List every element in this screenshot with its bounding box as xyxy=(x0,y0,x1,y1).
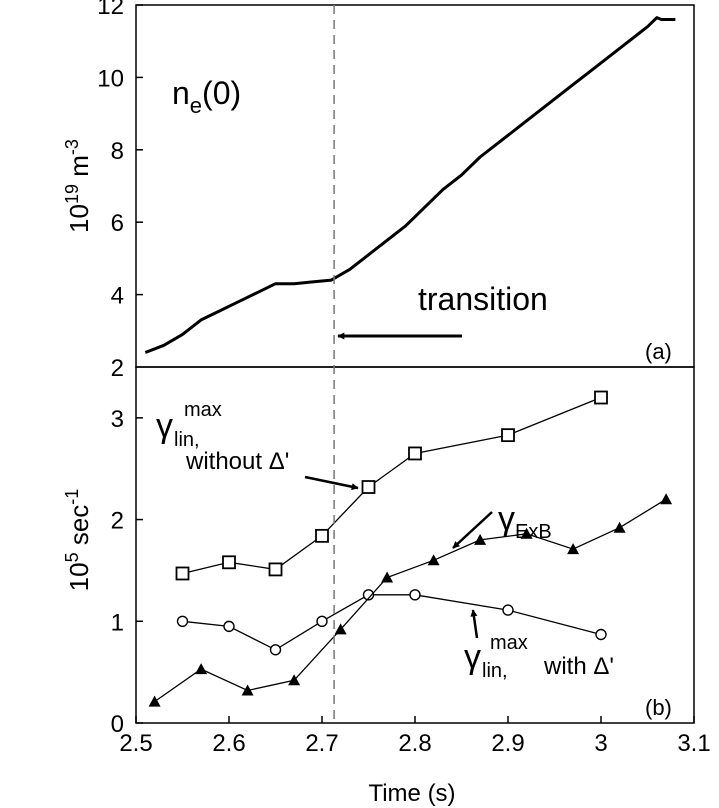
panel-a-series-label: ne(0) xyxy=(172,75,241,118)
panel-a-ytick-label: 4 xyxy=(111,283,124,310)
triangle-point xyxy=(567,543,580,555)
label-gamma-with-sup: max xyxy=(490,632,528,654)
triangle-point xyxy=(381,571,394,583)
panel-b-label: (b) xyxy=(645,695,672,720)
triangle-point xyxy=(195,663,208,675)
panel-a-label: (a) xyxy=(645,339,672,364)
circle-point xyxy=(409,589,421,601)
label-without-text: without Δ' xyxy=(185,448,289,475)
panel-b-ytick-label: 0 xyxy=(111,711,124,738)
panel-a-ylabel-base: 10 xyxy=(64,204,94,233)
series-line-circle xyxy=(182,594,602,651)
panel-a-frame xyxy=(135,4,695,368)
panel-a-ylabel-exp: 19 xyxy=(62,184,82,204)
square-point xyxy=(175,566,190,581)
xtick-label: 2.9 xyxy=(491,730,524,757)
panel-b-plot-area xyxy=(148,390,673,707)
triangle-point xyxy=(474,533,487,545)
circle-point xyxy=(176,615,189,627)
transition-label: transition xyxy=(418,281,548,317)
circle-point xyxy=(269,644,282,656)
label-gamma-without-sup: max xyxy=(184,399,222,421)
circle-point xyxy=(362,589,375,601)
triangle-point xyxy=(427,554,440,566)
triangle-point xyxy=(288,674,301,686)
circle-point xyxy=(223,620,235,633)
x-axis-label: Time (s) xyxy=(368,780,455,807)
density-series-line xyxy=(144,16,676,354)
panel-b-ytick-label: 3 xyxy=(111,406,124,433)
panel-a-ytick-label: 8 xyxy=(111,138,124,165)
panel-b-ylabel-unit-exp: -1 xyxy=(62,489,82,505)
label-gamma-with: γlin, xyxy=(464,638,508,682)
xtick-label: 3.1 xyxy=(677,730,710,757)
square-point xyxy=(268,562,283,577)
label-gamma-exb: γExB xyxy=(498,500,552,543)
triangle-point xyxy=(334,623,347,635)
series-line-square xyxy=(182,396,602,575)
circle-point xyxy=(316,615,328,627)
panel-b-ylabel-unit: sec xyxy=(64,505,94,545)
triangle-point xyxy=(241,684,254,696)
xtick-label: 2.6 xyxy=(212,730,245,757)
arrow-to-exb-series xyxy=(452,511,493,549)
triangle-point xyxy=(148,695,161,707)
panel-a-ylabel: 1019 m-3 xyxy=(62,139,94,233)
xtick-label: 2.8 xyxy=(398,730,431,757)
square-point xyxy=(501,428,515,443)
circle-point xyxy=(502,604,514,616)
panel-a-axis-ticks: 2 4 6 8 10 12 xyxy=(97,0,143,382)
panel-b-ytick-label: 1 xyxy=(111,609,124,636)
xtick-label: 2.7 xyxy=(305,730,338,757)
panel-b-ylabel-base: 10 xyxy=(64,562,94,591)
label-gamma-without: γlin, xyxy=(156,407,200,451)
square-point xyxy=(594,390,608,405)
arrow-to-with-series xyxy=(470,609,479,639)
panel-a-ylabel-unit-exp: -3 xyxy=(62,139,82,155)
square-point xyxy=(315,528,329,543)
panel-a-ytick-label: 6 xyxy=(111,210,124,237)
panel-b-ytick-label: 2 xyxy=(111,508,124,535)
xtick-label: 2.5 xyxy=(119,730,152,757)
arrow-to-without-series xyxy=(304,475,359,491)
square-point xyxy=(222,555,236,570)
panel-a-ylabel-unit: m xyxy=(64,155,94,177)
circle-point xyxy=(595,628,607,641)
panel-a-plot-area xyxy=(144,16,676,354)
panel-b-ylabel-exp: 5 xyxy=(62,552,82,562)
series-line-triangle xyxy=(154,498,667,703)
triangle-point xyxy=(613,521,626,533)
xtick-label: 3 xyxy=(594,730,607,757)
square-point xyxy=(361,480,376,494)
panel-b-ylabel: 105 sec-1 xyxy=(62,489,94,592)
square-point xyxy=(408,446,422,461)
panel-a-ytick-label: 12 xyxy=(97,0,124,20)
panel-b-axis-ticks: 0 1 2 3 2.5 2.6 2.7 2.8 2.9 3 3.1 xyxy=(111,406,711,757)
label-with-text: with Δ' xyxy=(543,653,614,680)
panel-a-ytick-label: 2 xyxy=(111,355,124,382)
triangle-point xyxy=(660,493,673,505)
triangle-point xyxy=(520,527,533,539)
panel-a-ytick-label: 10 xyxy=(97,65,124,92)
